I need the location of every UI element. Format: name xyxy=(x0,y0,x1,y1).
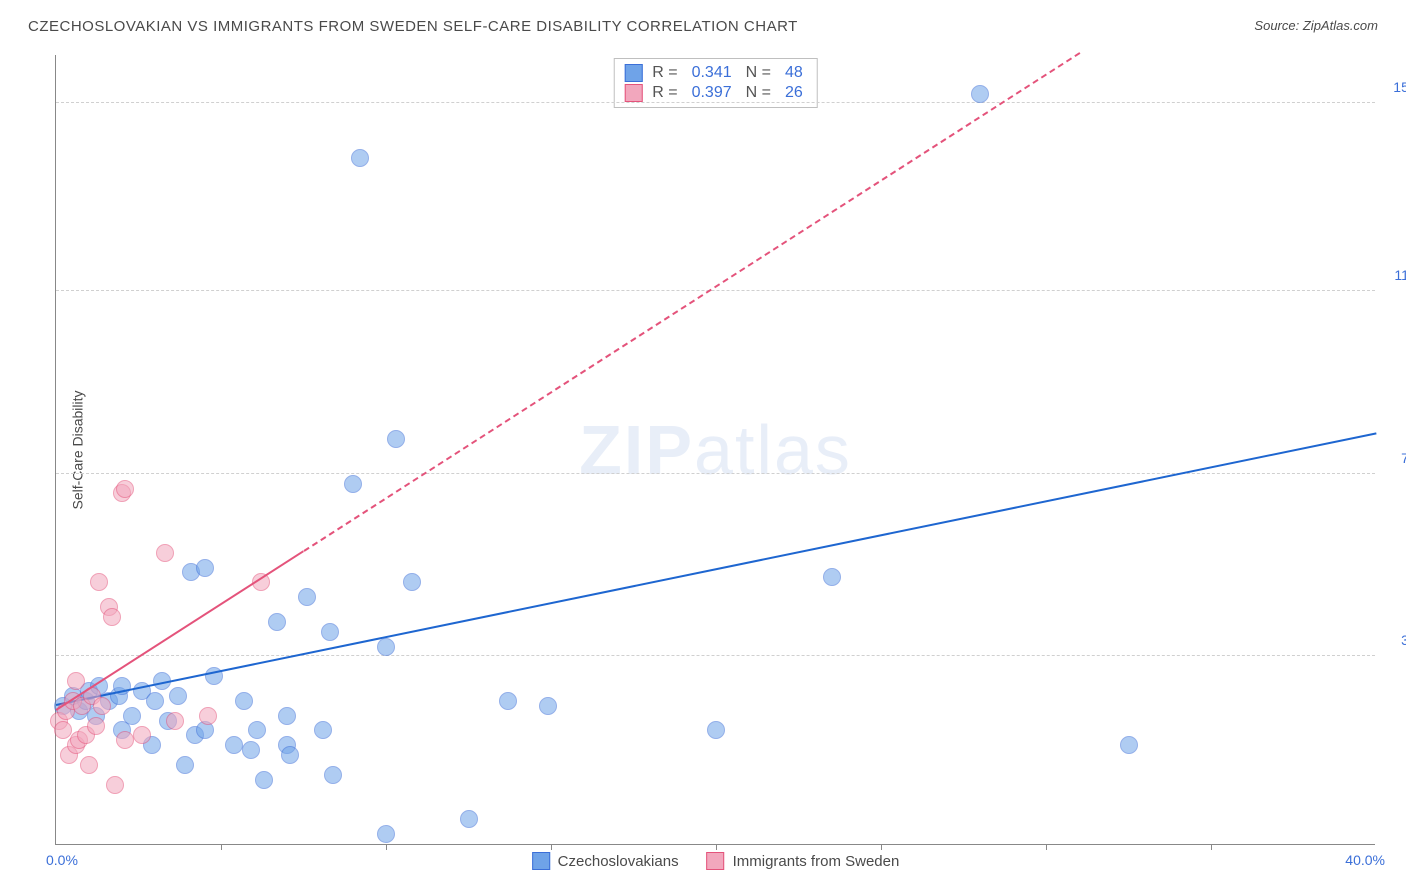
n-label: N = xyxy=(746,84,771,102)
data-point xyxy=(255,771,273,789)
data-point xyxy=(146,692,164,710)
data-point xyxy=(298,588,316,606)
gridline xyxy=(56,102,1375,103)
series-name: Czechoslovakians xyxy=(558,853,679,870)
trend-line-extrapolated xyxy=(303,52,1080,551)
data-point xyxy=(1120,736,1138,754)
x-tick xyxy=(881,844,882,850)
source-value: ZipAtlas.com xyxy=(1303,18,1378,33)
watermark: ZIPatlas xyxy=(579,410,852,490)
x-tick xyxy=(386,844,387,850)
gridline xyxy=(56,290,1375,291)
series-legend: Czechoslovakians Immigrants from Sweden xyxy=(532,852,900,870)
n-value: 26 xyxy=(781,84,807,102)
r-value: 0.397 xyxy=(688,84,736,102)
x-tick xyxy=(1046,844,1047,850)
r-label: R = xyxy=(652,64,677,82)
legend-swatch xyxy=(532,852,550,870)
data-point xyxy=(133,726,151,744)
data-point xyxy=(156,544,174,562)
data-point xyxy=(235,692,253,710)
gridline xyxy=(56,655,1375,656)
y-axis-title: Self-Care Disability xyxy=(70,390,86,509)
data-point xyxy=(707,721,725,739)
correlation-legend: R = 0.341 N = 48 R = 0.397 N = 26 xyxy=(613,58,818,108)
watermark-light: atlas xyxy=(694,411,852,489)
data-point xyxy=(87,717,105,735)
data-point xyxy=(242,741,260,759)
series-legend-item: Czechoslovakians xyxy=(532,852,679,870)
data-point xyxy=(499,692,517,710)
data-point xyxy=(106,776,124,794)
y-tick-label: 15.0% xyxy=(1393,79,1406,95)
data-point xyxy=(248,721,266,739)
x-tick xyxy=(716,844,717,850)
data-point xyxy=(67,672,85,690)
data-point xyxy=(93,697,111,715)
data-point xyxy=(403,573,421,591)
data-point xyxy=(314,721,332,739)
x-tick xyxy=(1211,844,1212,850)
n-label: N = xyxy=(746,64,771,82)
data-point xyxy=(539,697,557,715)
x-axis-min-label: 0.0% xyxy=(46,852,78,868)
series-legend-item: Immigrants from Sweden xyxy=(707,852,900,870)
data-point xyxy=(176,756,194,774)
data-point xyxy=(196,559,214,577)
data-point xyxy=(116,731,134,749)
data-point xyxy=(278,707,296,725)
data-point xyxy=(199,707,217,725)
correlation-legend-row: R = 0.397 N = 26 xyxy=(624,83,807,103)
scatter-plot: ZIPatlas Self-Care Disability 0.0% 40.0%… xyxy=(55,55,1375,845)
data-point xyxy=(377,638,395,656)
data-point xyxy=(281,746,299,764)
data-point xyxy=(225,736,243,754)
source-label: Source: xyxy=(1254,18,1299,33)
data-point xyxy=(971,85,989,103)
x-axis-max-label: 40.0% xyxy=(1345,852,1385,868)
data-point xyxy=(344,475,362,493)
y-tick-label: 7.5% xyxy=(1401,450,1406,466)
data-point xyxy=(321,623,339,641)
legend-swatch xyxy=(707,852,725,870)
r-label: R = xyxy=(652,84,677,102)
data-point xyxy=(823,568,841,586)
data-point xyxy=(387,430,405,448)
chart-title: CZECHOSLOVAKIAN VS IMMIGRANTS FROM SWEDE… xyxy=(28,18,798,35)
data-point xyxy=(377,825,395,843)
data-point xyxy=(166,712,184,730)
r-value: 0.341 xyxy=(688,64,736,82)
n-value: 48 xyxy=(781,64,807,82)
y-tick-label: 11.2% xyxy=(1394,267,1406,283)
data-point xyxy=(116,480,134,498)
data-point xyxy=(103,608,121,626)
correlation-legend-row: R = 0.341 N = 48 xyxy=(624,63,807,83)
data-point xyxy=(80,756,98,774)
data-point xyxy=(90,573,108,591)
source-attribution: Source: ZipAtlas.com xyxy=(1254,18,1378,33)
data-point xyxy=(460,810,478,828)
watermark-bold: ZIP xyxy=(579,411,694,489)
data-point xyxy=(268,613,286,631)
data-point xyxy=(54,721,72,739)
legend-swatch xyxy=(624,64,642,82)
data-point xyxy=(169,687,187,705)
data-point xyxy=(351,149,369,167)
x-tick xyxy=(551,844,552,850)
legend-swatch xyxy=(624,84,642,102)
y-tick-label: 3.8% xyxy=(1401,632,1406,648)
series-name: Immigrants from Sweden xyxy=(733,853,900,870)
data-point xyxy=(324,766,342,784)
data-point xyxy=(123,707,141,725)
x-tick xyxy=(221,844,222,850)
